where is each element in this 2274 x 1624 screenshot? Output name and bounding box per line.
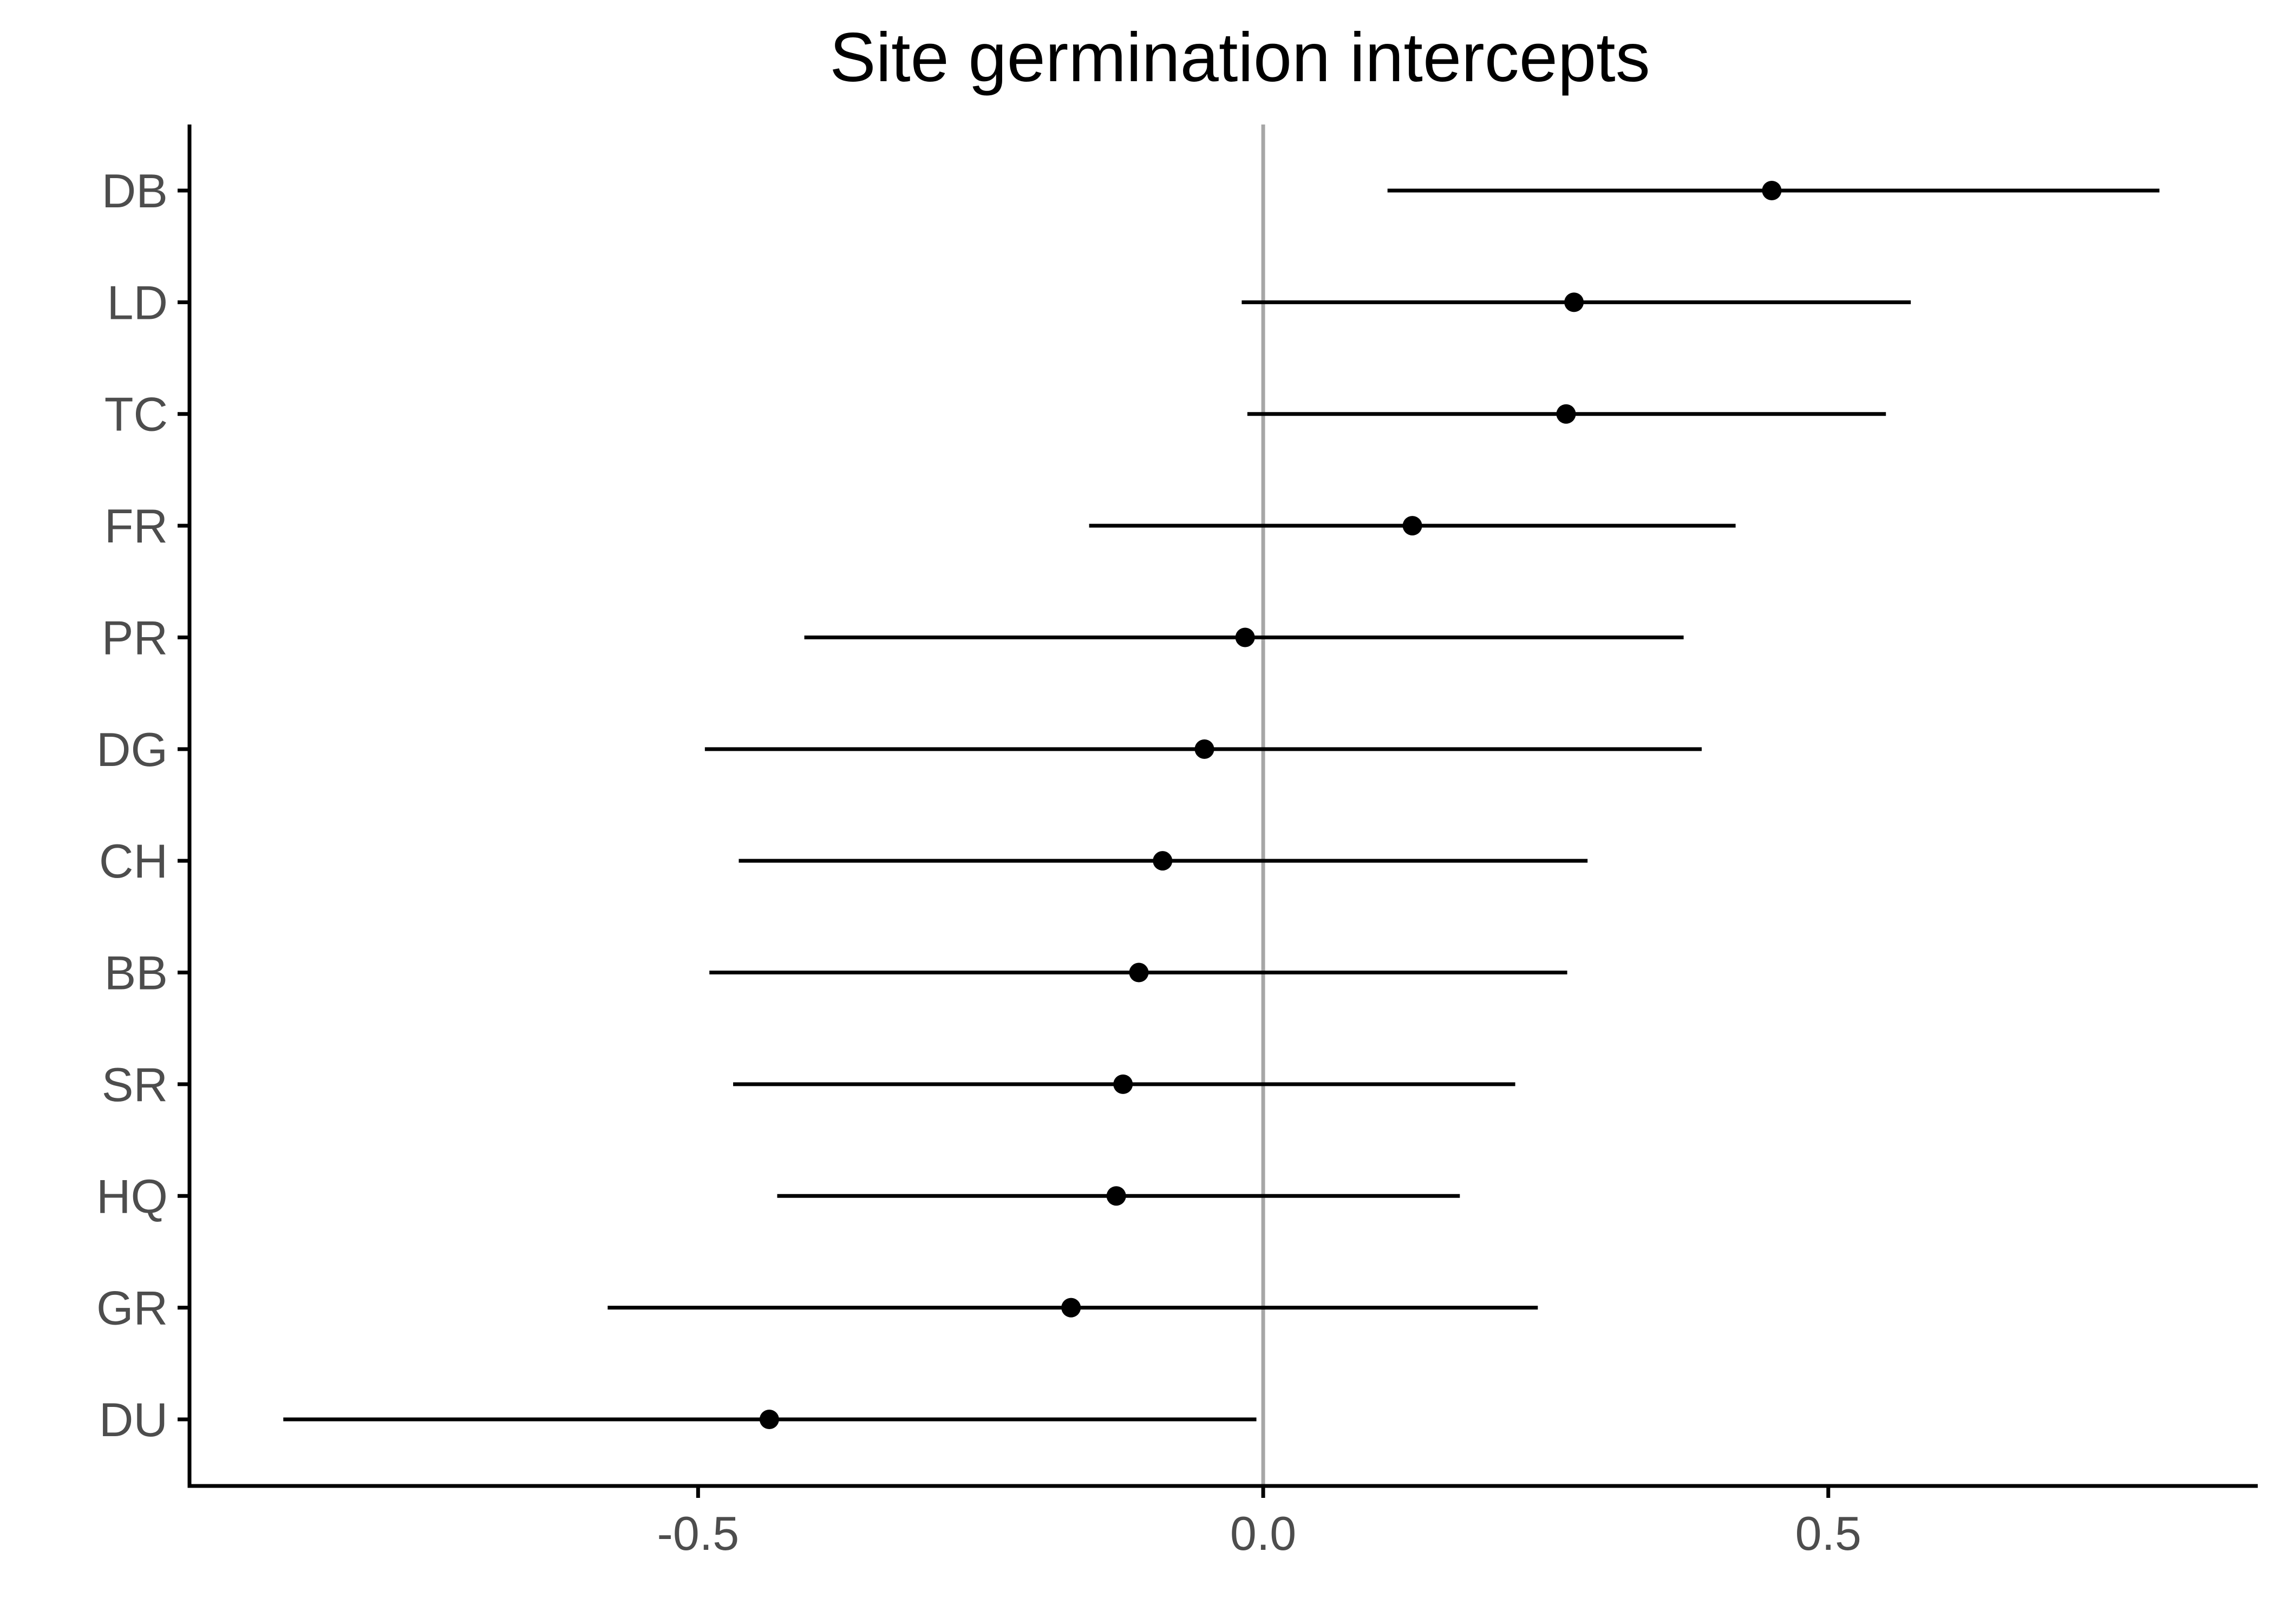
x-axis-ticks: -0.5 0.0 0.5 [657,1486,1861,1560]
point-db [1762,181,1782,200]
y-tick-label-tc: TC [104,388,168,441]
y-tick-label-bb: BB [104,946,168,1000]
x-tick-label-2: 0.5 [1795,1507,1861,1560]
axes [187,125,2258,1488]
point-hq [1106,1186,1126,1206]
point-fr [1402,516,1422,536]
point-du [759,1410,779,1429]
point-layer [759,181,1782,1429]
x-tick-label-0: -0.5 [657,1507,740,1560]
y-tick-label-dg: DG [96,723,168,776]
point-ch [1153,851,1173,871]
y-tick-label-gr: GR [96,1281,168,1335]
chart-title: Site germination intercepts [829,19,1650,96]
y-tick-label-hq: HQ [96,1169,168,1223]
point-gr [1061,1298,1081,1318]
point-pr [1235,627,1255,647]
y-tick-label-db: DB [102,164,168,218]
point-tc [1556,404,1576,424]
x-tick-label-1: 0.0 [1230,1507,1296,1560]
point-dg [1194,739,1214,759]
y-axis-ticks: DB LD TC FR PR DG CH BB SR HQ GR DU [96,164,190,1446]
point-bb [1129,962,1149,983]
y-tick-label-sr: SR [102,1058,168,1111]
y-tick-label-fr: FR [104,499,168,553]
y-tick-label-du: DU [99,1393,168,1446]
y-tick-label-pr: PR [102,611,168,664]
y-tick-label-ld: LD [107,276,168,329]
y-tick-label-ch: CH [99,834,168,888]
point-sr [1113,1074,1133,1094]
point-ld [1564,292,1584,312]
interval-layer [283,188,2160,1422]
